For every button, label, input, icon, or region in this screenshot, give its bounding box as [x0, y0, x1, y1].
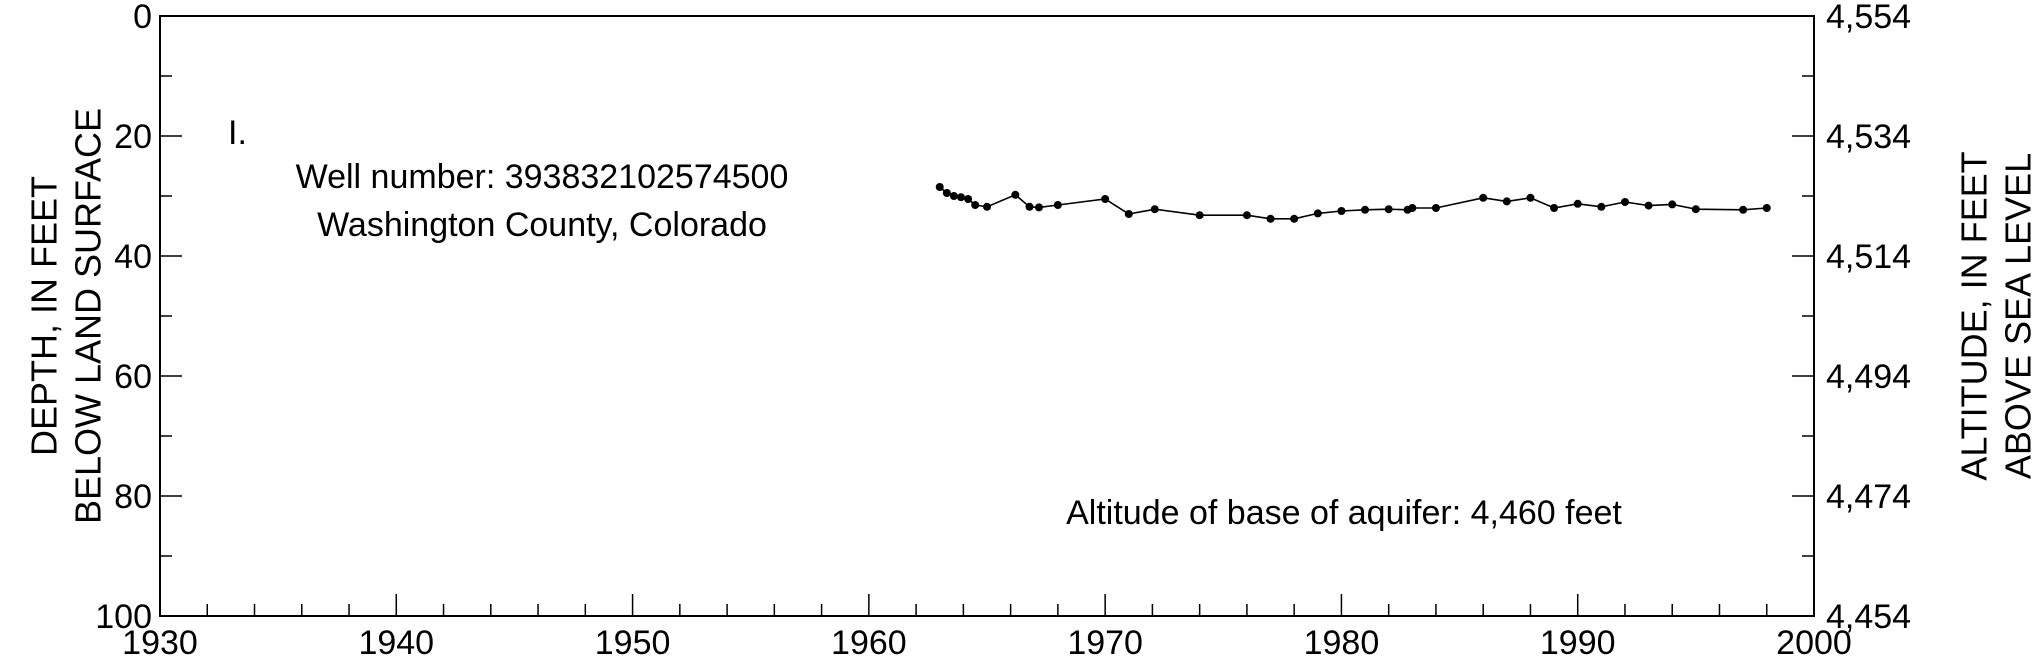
y-left-tick-label: 20: [114, 118, 152, 156]
water-level-point: [942, 189, 951, 197]
water-level-point: [1011, 190, 1020, 199]
water-level-point: [949, 192, 958, 200]
y-left-tick-label: 0: [133, 0, 152, 36]
series-group: [935, 183, 1771, 223]
water-level-point: [1550, 204, 1559, 212]
panel-label: I.: [228, 114, 247, 152]
y-axis-left-ticks: 0 20 40 60 80 100: [95, 0, 182, 636]
x-tick-label: 1980: [1304, 624, 1380, 656]
water-level-point: [1479, 193, 1488, 202]
water-level-point: [1124, 210, 1133, 218]
water-level-point: [1034, 203, 1043, 212]
y-axis-right-ticks: 4,554 4,534 4,514 4,494 4,474 4,454: [1792, 0, 1911, 636]
water-level-point: [1739, 205, 1748, 214]
water-level-point: [1361, 205, 1370, 214]
water-level-point: [1644, 201, 1653, 210]
water-level-point: [957, 193, 966, 202]
water-level-point: [1502, 197, 1511, 206]
water-level-point: [1025, 202, 1034, 211]
x-tick-label: 1950: [595, 624, 671, 656]
y-right-tick-label: 4,554: [1826, 0, 1911, 36]
y-right-tick-label: 4,474: [1826, 478, 1911, 516]
water-level-point: [1620, 198, 1629, 206]
x-tick-label: 1990: [1540, 624, 1616, 656]
y-axis-left-title-line1: DEPTH, IN FEET: [23, 176, 64, 456]
y-axis-right-title-line1: ALTITUDE, IN FEET: [1953, 151, 1994, 480]
water-level-point: [1431, 204, 1440, 212]
y-left-tick-label: 100: [95, 598, 152, 636]
water-level-point: [1266, 214, 1275, 223]
water-level-point: [1290, 214, 1299, 223]
water-level-point: [1195, 211, 1204, 220]
y-right-tick-label: 4,534: [1826, 118, 1911, 156]
water-level-point: [1668, 200, 1677, 209]
water-level-point: [1597, 202, 1606, 211]
water-level-point: [1384, 205, 1393, 214]
x-tick-label: 1940: [358, 624, 434, 656]
water-level-point: [1762, 204, 1771, 212]
y-right-tick-label: 4,514: [1826, 238, 1911, 276]
y-left-tick-label: 80: [114, 478, 152, 516]
water-level-point: [1573, 199, 1582, 208]
x-axis-ticks: 1930 1940 1950 1960 1970 1980 1990 2000: [122, 594, 1852, 656]
y-left-tick-label: 40: [114, 238, 152, 276]
water-level-line: [939, 186, 1767, 220]
x-tick-label: 1930: [122, 624, 198, 656]
water-level-point: [1337, 207, 1346, 215]
location-annotation: Washington County, Colorado: [317, 206, 767, 244]
water-level-point: [1242, 211, 1251, 220]
x-tick-label: 2000: [1776, 624, 1852, 656]
water-level-point: [1526, 193, 1535, 202]
y-right-tick-label: 4,494: [1826, 358, 1911, 396]
base-altitude-annotation: Altitude of base of aquifer: 4,460 feet: [1066, 494, 1622, 532]
y-right-tick-label: 4,454: [1826, 598, 1911, 636]
x-tick-label: 1960: [831, 624, 907, 656]
water-level-point: [964, 195, 973, 203]
water-level-point: [1408, 204, 1417, 212]
water-level-point: [1691, 205, 1700, 214]
y-axis-right-title: ALTITUDE, IN FEET ABOVE SEA LEVEL: [1953, 151, 2034, 480]
water-level-point: [1101, 195, 1110, 203]
y-left-tick-label: 60: [114, 358, 152, 396]
x-tick-label: 1970: [1067, 624, 1143, 656]
y-axis-right-title-line2: ABOVE SEA LEVEL: [1997, 153, 2034, 479]
well-number-annotation: Well number: 393832102574500: [296, 158, 789, 196]
water-level-point: [1150, 205, 1159, 214]
water-level-point: [983, 202, 991, 211]
water-level-point: [1053, 201, 1062, 209]
water-level-point: [1313, 209, 1322, 218]
water-level-point: [971, 201, 980, 209]
y-axis-left-title-line2: BELOW LAND SURFACE: [67, 108, 108, 524]
water-level-point: [935, 183, 944, 191]
y-axis-left-title: DEPTH, IN FEET BELOW LAND SURFACE: [23, 108, 108, 524]
